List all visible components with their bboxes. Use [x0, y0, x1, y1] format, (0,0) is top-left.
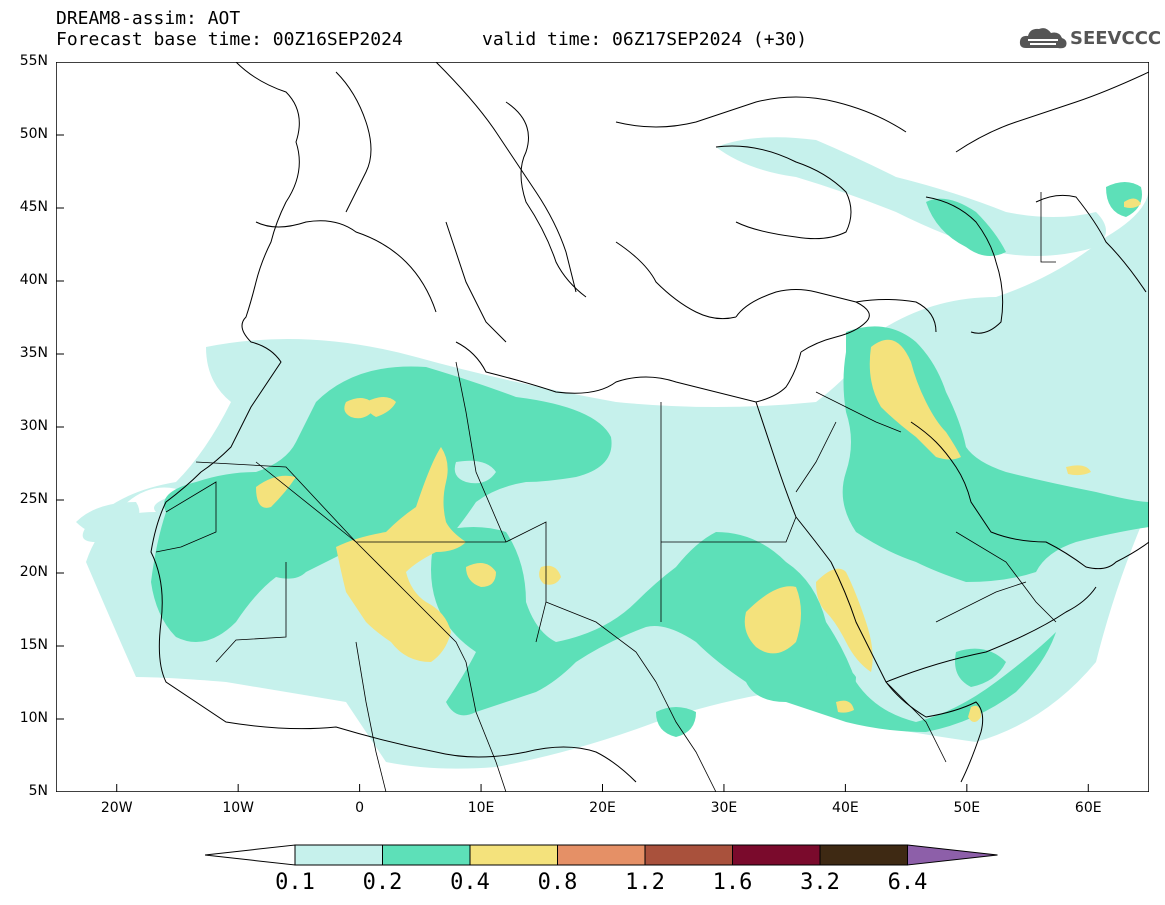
coastlines-borders [150, 62, 1149, 783]
lat-label: 55N [19, 53, 48, 69]
lat-label: 15N [19, 637, 48, 653]
map-title: DREAM8-assim: AOT [56, 8, 241, 29]
lon-label: 40E [832, 800, 859, 816]
colorbar-label: 0.1 [275, 870, 315, 895]
colorbar-swatch [819, 844, 908, 866]
colorbar-swatch [205, 844, 296, 866]
lat-label: 30N [19, 418, 48, 434]
lat-label: 45N [19, 199, 48, 215]
colorbar-label: 3.2 [800, 870, 840, 895]
colorbar [205, 844, 998, 866]
colorbar-swatch [382, 844, 471, 866]
lat-label: 20N [19, 564, 48, 580]
lat-label: 5N [28, 783, 48, 799]
aot-map [56, 62, 1149, 792]
colorbar-swatch [732, 844, 821, 866]
lon-label: 20W [100, 800, 133, 816]
lon-label: 10W [222, 800, 254, 816]
colorbar-swatch [294, 844, 383, 866]
lon-label: 10E [467, 800, 495, 816]
colorbar-swatch [557, 844, 646, 866]
colorbar-label: 0.8 [537, 870, 578, 895]
aot-level-0.4 [256, 198, 1141, 722]
colorbar-label: 6.4 [887, 870, 928, 895]
lon-label: 20E [589, 800, 616, 816]
colorbar-swatch [469, 844, 558, 866]
logo-text: SEEVCCC [1070, 27, 1162, 49]
cloud-icon [1019, 28, 1067, 49]
lat-label: 50N [19, 126, 48, 142]
seevccc-logo: SEEVCCC [1018, 24, 1161, 52]
colorbar-swatch [907, 844, 998, 866]
valid-time: valid time: 06Z17SEP2024 (+30) [482, 29, 808, 50]
colorbar-label: 0.4 [450, 870, 490, 895]
colorbar-swatch [644, 844, 733, 866]
lon-label: 30E [710, 800, 738, 816]
lat-label: 35N [19, 345, 48, 361]
lat-label: 10N [19, 710, 48, 726]
map-header: DREAM8-assim: AOT Forecast base time: 00… [56, 8, 403, 50]
lon-label: 0 [355, 800, 365, 816]
colorbar-label: 1.6 [712, 870, 753, 895]
country-borders [155, 192, 1057, 792]
colorbar-label: 1.2 [625, 870, 665, 895]
lon-label: 50E [953, 800, 981, 816]
forecast-base-time: Forecast base time: 00Z16SEP2024 [56, 29, 403, 50]
colorbar-label: 0.2 [362, 870, 403, 895]
axis-ticks [56, 62, 1089, 792]
lat-label: 25N [19, 491, 48, 507]
lat-label: 40N [19, 272, 48, 288]
lon-label: 60E [1074, 800, 1102, 816]
